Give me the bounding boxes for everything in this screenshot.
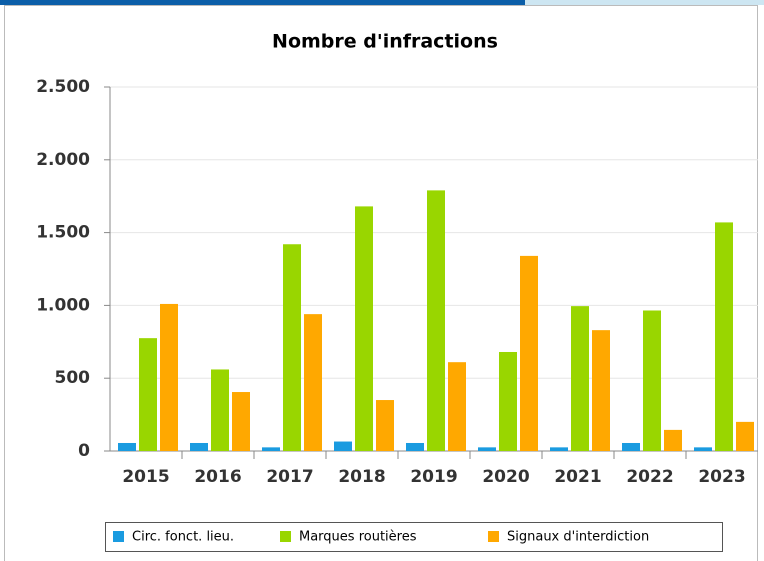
bar bbox=[715, 222, 733, 451]
y-tick-label: 1.500 bbox=[36, 223, 90, 243]
x-tick-label: 2018 bbox=[338, 467, 385, 487]
bar bbox=[664, 429, 682, 451]
bar bbox=[622, 442, 640, 451]
x-tick-label: 2021 bbox=[554, 467, 601, 487]
top-bar bbox=[0, 0, 525, 5]
bar bbox=[448, 362, 466, 451]
bar bbox=[694, 447, 712, 451]
y-tick-label: 0 bbox=[78, 441, 90, 461]
bar bbox=[499, 351, 517, 451]
bar bbox=[304, 314, 322, 451]
x-tick-label: 2019 bbox=[410, 467, 457, 487]
bar bbox=[118, 442, 136, 451]
legend bbox=[105, 522, 723, 552]
bar bbox=[355, 206, 373, 451]
legend-swatch bbox=[488, 531, 499, 542]
x-tick-label: 2023 bbox=[698, 467, 745, 487]
y-tick-label: 2.500 bbox=[36, 77, 90, 97]
bar bbox=[334, 441, 352, 451]
y-tick-label: 1.000 bbox=[36, 295, 90, 315]
frame bbox=[4, 5, 758, 561]
x-tick-label: 2022 bbox=[626, 467, 673, 487]
y-tick-label: 500 bbox=[55, 368, 91, 388]
top-bar-light bbox=[525, 0, 764, 5]
bar bbox=[427, 190, 445, 451]
chart-title: Nombre d'infractions bbox=[272, 31, 498, 53]
legend-label: Marques routières bbox=[299, 530, 417, 545]
bar bbox=[736, 421, 754, 451]
legend-swatch bbox=[280, 531, 291, 542]
bar bbox=[262, 447, 280, 451]
bar bbox=[520, 255, 538, 451]
legend-label: Circ. fonct. lieu. bbox=[132, 530, 234, 545]
x-tick-label: 2016 bbox=[194, 467, 241, 487]
legend-label: Signaux d'interdiction bbox=[507, 530, 649, 545]
x-tick-label: 2020 bbox=[482, 467, 529, 487]
bar bbox=[283, 244, 301, 451]
x-tick-label: 2015 bbox=[122, 467, 169, 487]
bar bbox=[139, 338, 157, 451]
x-tick-label: 2017 bbox=[266, 467, 313, 487]
bar bbox=[478, 447, 496, 451]
bar bbox=[160, 303, 178, 451]
bar bbox=[571, 306, 589, 451]
legend-swatch bbox=[113, 531, 124, 542]
bar bbox=[376, 400, 394, 451]
bar bbox=[643, 310, 661, 451]
bar bbox=[550, 447, 568, 451]
y-tick-label: 2.000 bbox=[36, 150, 90, 170]
bar bbox=[232, 392, 250, 451]
bar bbox=[592, 330, 610, 451]
bar bbox=[211, 369, 229, 451]
bar bbox=[190, 442, 208, 451]
bar bbox=[406, 442, 424, 451]
